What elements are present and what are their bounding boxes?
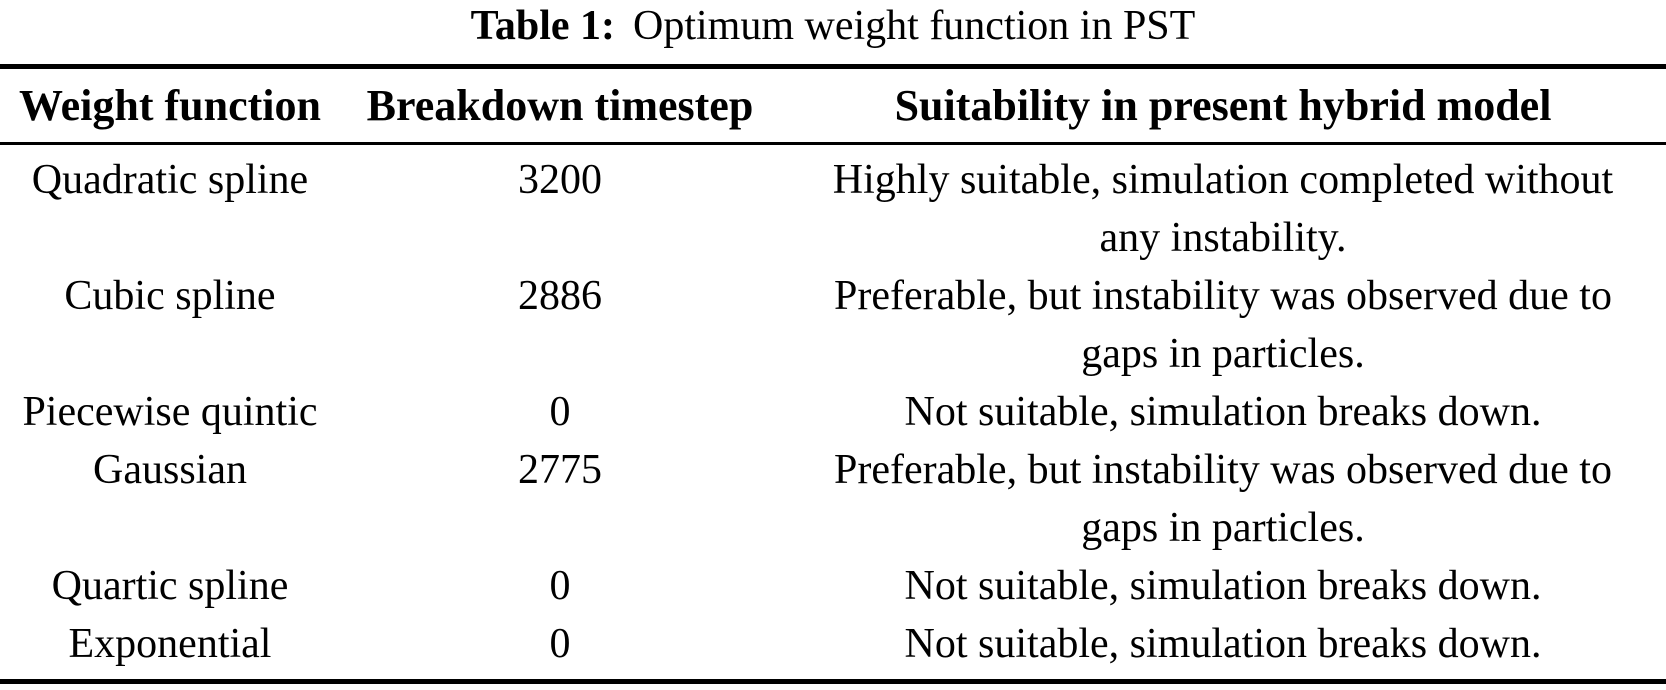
cell-text: any instability. <box>1099 214 1347 261</box>
table-caption-text: Optimum weight function in PST <box>633 3 1196 49</box>
table-row: Piecewise quintic 0 Not suitable, simula… <box>0 383 1666 441</box>
cell-text: Piecewise quintic <box>22 388 318 435</box>
table-row: Cubic spline 2886 Preferable, but instab… <box>0 267 1666 383</box>
table-body: Quadratic spline 3200 Highly suitable, s… <box>0 143 1666 681</box>
weight-function-cell: Gaussian <box>0 441 340 557</box>
cell-text: Highly suitable, simulation completed wi… <box>832 156 1614 203</box>
weight-function-cell: Exponential <box>0 615 340 682</box>
cell-text: 0 <box>549 620 571 667</box>
breakdown-timestep-cell: 2886 <box>340 267 780 383</box>
weight-function-cell: Piecewise quintic <box>0 383 340 441</box>
cell-text: Not suitable, simulation breaks down. <box>904 620 1542 667</box>
suitability-cell: Highly suitable, simulation completed wi… <box>780 143 1666 267</box>
column-header-weight-function: Weight function <box>0 66 340 145</box>
cell-text: Not suitable, simulation breaks down. <box>904 562 1542 609</box>
table-caption-label: Table 1: <box>470 3 615 49</box>
breakdown-timestep-cell: 0 <box>340 557 780 615</box>
cell-text: 0 <box>549 562 571 609</box>
table-row: Quartic spline 0 Not suitable, simulatio… <box>0 557 1666 615</box>
cell-text: gaps in particles. <box>1081 330 1365 377</box>
suitability-cell: Preferable, but instability was observed… <box>780 441 1666 557</box>
cell-text: Exponential <box>68 620 272 667</box>
suitability-cell: Preferable, but instability was observed… <box>780 267 1666 383</box>
cell-text: Preferable, but instability was observed… <box>834 446 1612 493</box>
table-row: Gaussian 2775 Preferable, but instabilit… <box>0 441 1666 557</box>
breakdown-timestep-cell: 0 <box>340 615 780 682</box>
cell-text: 2886 <box>518 272 602 319</box>
weight-function-cell: Cubic spline <box>0 267 340 383</box>
cell-text: Quartic spline <box>51 562 289 609</box>
weight-function-cell: Quartic spline <box>0 557 340 615</box>
cell-text: Cubic spline <box>64 272 276 319</box>
cell-text: 0 <box>549 388 571 435</box>
breakdown-timestep-cell: 0 <box>340 383 780 441</box>
cell-text: Not suitable, simulation breaks down. <box>904 388 1542 435</box>
table-header: Weight function Breakdown timestep Suita… <box>0 66 1666 145</box>
cell-text: Gaussian <box>93 446 247 493</box>
cell-text: Preferable, but instability was observed… <box>834 272 1612 319</box>
table-header-row: Weight function Breakdown timestep Suita… <box>0 66 1666 145</box>
suitability-cell: Not suitable, simulation breaks down. <box>780 615 1666 682</box>
breakdown-timestep-cell: 3200 <box>340 143 780 267</box>
optimum-weight-function-table: Weight function Breakdown timestep Suita… <box>0 64 1666 684</box>
table-row: Quadratic spline 3200 Highly suitable, s… <box>0 143 1666 267</box>
weight-function-cell: Quadratic spline <box>0 143 340 267</box>
column-header-suitability: Suitability in present hybrid model <box>780 66 1666 145</box>
breakdown-timestep-cell: 2775 <box>340 441 780 557</box>
table-caption: Table 1: Optimum weight function in PST <box>0 0 1666 64</box>
column-header-breakdown-timestep: Breakdown timestep <box>340 66 780 145</box>
table-row: Exponential 0 Not suitable, simulation b… <box>0 615 1666 682</box>
suitability-cell: Not suitable, simulation breaks down. <box>780 383 1666 441</box>
suitability-cell: Not suitable, simulation breaks down. <box>780 557 1666 615</box>
cell-text: 2775 <box>518 446 602 493</box>
cell-text: 3200 <box>518 156 602 203</box>
cell-text: Quadratic spline <box>31 156 309 203</box>
cell-text: gaps in particles. <box>1081 504 1365 551</box>
